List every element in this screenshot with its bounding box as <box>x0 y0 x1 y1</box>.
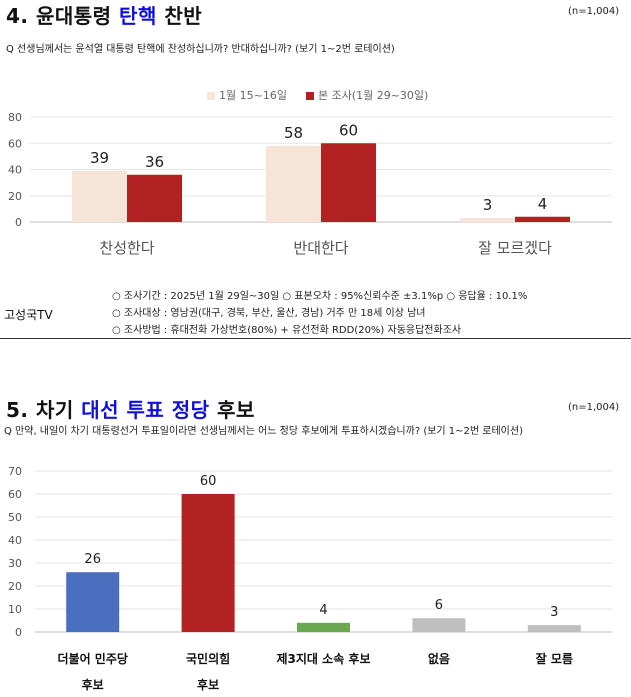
survey-period-line: ○ 조사기간 : 2025년 1월 29일~30일 ○ 표본오차 : 95%신뢰… <box>112 291 528 302</box>
category-label: 후보 <box>197 677 219 692</box>
section4-sample-size: (n=1,004) <box>568 6 620 17</box>
y-tick-label: 60 <box>8 488 22 501</box>
bar <box>266 145 321 222</box>
bar <box>181 494 235 632</box>
impeachment-bar-chart: 0 20 40 60 80 39 36 찬성한다 58 60 반대한다 3 4 잘 모르겠다 <box>8 111 612 257</box>
survey-target-line: ○ 조사대상 : 영남권(대구, 경북, 부산, 울산, 경남) 거주 만 18… <box>112 308 426 319</box>
chart1-legend: 1월 15~16일 본 조사(1월 29~30일) <box>207 87 428 103</box>
y-tick-label: 30 <box>8 557 22 570</box>
y-tick-label: 80 <box>8 111 22 124</box>
category-label: 더불어 민주당 <box>57 651 127 666</box>
section-divider <box>0 338 631 339</box>
bar <box>297 622 350 632</box>
y-tick-label: 0 <box>15 626 22 639</box>
data-label: 26 <box>84 552 101 567</box>
bar <box>412 618 466 632</box>
data-label: 60 <box>200 474 217 489</box>
category-label: 찬성한다 <box>99 239 154 257</box>
y-tick-label: 40 <box>8 534 22 547</box>
section5-question: Q 만약, 내일이 차기 대통령선거 투표일이라면 선생님께서는 어느 정당 후… <box>4 426 523 437</box>
category-label: 국민의힘 <box>186 651 230 666</box>
data-label: 3 <box>483 196 493 214</box>
bar <box>72 170 127 222</box>
category-label: 없음 <box>428 651 450 666</box>
bar <box>127 174 182 222</box>
bar <box>460 218 515 222</box>
survey-method-line: ○ 조사방법 : 휴대전화 가상번호(80%) + 유선전화 RDD(20%) … <box>112 325 462 336</box>
data-label: 36 <box>145 153 164 171</box>
y-tick-label: 20 <box>8 580 22 593</box>
section4-question: Q 선생님께서는 윤석열 대통령 탄핵에 찬성하십니까? 반대하십니까? (보기… <box>6 44 395 55</box>
y-tick-label: 60 <box>8 137 22 150</box>
section4-title: 4. 윤대통령 탄핵 찬반 <box>6 4 203 28</box>
y-tick-label: 0 <box>15 216 22 229</box>
data-label: 3 <box>550 605 558 620</box>
category-label: 반대한다 <box>293 239 348 257</box>
source-label: 고성국TV <box>4 308 53 322</box>
category-label: 후보 <box>82 677 104 692</box>
legend-label-previous: 1월 15~16일 <box>219 89 287 102</box>
category-label: 제3지대 소속 후보 <box>277 651 371 666</box>
data-label: 58 <box>284 124 303 142</box>
y-tick-label: 50 <box>8 511 22 524</box>
category-label: 잘 모르겠다 <box>478 239 552 257</box>
legend-swatch-current <box>305 92 314 100</box>
data-label: 6 <box>435 598 443 613</box>
data-label: 4 <box>538 195 548 213</box>
bar <box>515 216 570 222</box>
legend-swatch-previous <box>207 92 215 100</box>
section5-sample-size: (n=1,004) <box>568 402 620 413</box>
data-label: 4 <box>319 603 327 618</box>
y-tick-label: 40 <box>8 164 22 177</box>
y-tick-label: 10 <box>8 603 22 616</box>
y-tick-label: 20 <box>8 190 22 203</box>
bar <box>321 143 376 222</box>
data-label: 39 <box>90 149 109 167</box>
section5-title: 5. 차기 대선 투표 정당 후보 <box>6 398 255 422</box>
legend-label-current: 본 조사(1월 29~30일) <box>317 89 429 102</box>
bar <box>527 625 581 632</box>
survey-method: ○ 조사기간 : 2025년 1월 29일~30일 ○ 표본오차 : 95%신뢰… <box>112 288 527 339</box>
category-label: 잘 모름 <box>536 651 573 666</box>
bar <box>66 572 120 632</box>
y-tick-label: 70 <box>8 465 22 478</box>
data-label: 60 <box>339 121 358 139</box>
